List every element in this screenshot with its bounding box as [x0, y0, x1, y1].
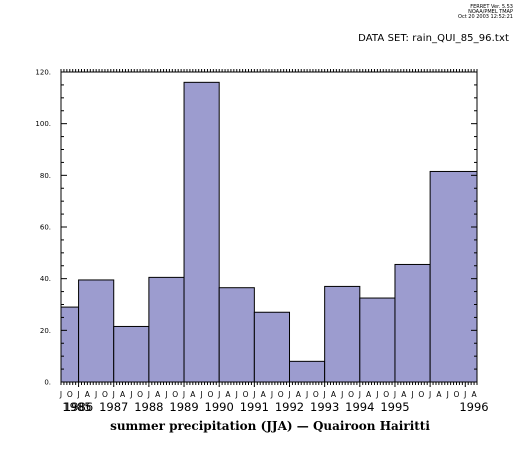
year-label: 1996 [459, 400, 488, 414]
labels-group: 0.20.40.60.80.100.120.J O J A J O J A J O J A J O J A J O… [35, 69, 488, 415]
month-label: J [446, 390, 449, 399]
year-label: 1993 [310, 400, 339, 414]
x-axis-label: summer precipitation (JJA) — Quairoon Ha… [110, 419, 430, 433]
bar-5 [218, 287, 255, 383]
month-label: J [287, 390, 290, 399]
month-label: J [252, 390, 255, 399]
month-label: O [207, 390, 213, 399]
month-label: A [155, 390, 161, 399]
year-label: 1987 [99, 400, 128, 414]
month-label: A [190, 390, 196, 399]
bar-11 [429, 170, 478, 383]
bar-6 [253, 311, 291, 383]
month-label: J [147, 390, 150, 399]
month-label: A [261, 390, 267, 399]
y-tick-label: 40. [40, 275, 51, 283]
y-tick-label: 20. [40, 327, 51, 335]
year-label: 1995 [380, 400, 409, 414]
month-label: J [305, 390, 308, 399]
year-label: 1988 [134, 400, 163, 414]
month-label: A [401, 390, 407, 399]
y-tick-label: 60. [40, 224, 51, 232]
month-label: A [225, 390, 231, 399]
year-label: 1986 [64, 400, 93, 414]
month-label: O [348, 390, 354, 399]
month-label: J [76, 390, 79, 399]
month-label: J [323, 390, 326, 399]
month-label: A [436, 390, 442, 399]
month-label: J [94, 390, 97, 399]
year-label: 1985 [62, 400, 91, 414]
y-tick-label: 100. [35, 120, 51, 128]
bar-4 [183, 81, 220, 383]
year-label: 1994 [345, 400, 374, 414]
y-tick-label: 120. [35, 69, 51, 77]
bar-8 [324, 285, 361, 383]
month-label: J [340, 390, 343, 399]
month-label: A [366, 390, 372, 399]
year-label: 1989 [169, 400, 198, 414]
year-label: 1990 [205, 400, 234, 414]
y-tick-label: 80. [40, 172, 51, 180]
month-label: O [137, 390, 143, 399]
month-label: A [331, 390, 337, 399]
y-tick-label: 0. [44, 379, 51, 387]
bar-3 [148, 276, 185, 383]
year-label: 1992 [275, 400, 304, 414]
month-label: O [418, 390, 424, 399]
month-label: J [358, 390, 361, 399]
bar-1 [78, 279, 115, 383]
month-label: J [59, 390, 62, 399]
month-label: J [112, 390, 115, 399]
ticks-group [60, 69, 478, 387]
bar-9 [359, 297, 396, 383]
month-label: J [182, 390, 185, 399]
month-label: J [375, 390, 378, 399]
ferret-org: NOAA/PMEL TMAP [468, 9, 513, 15]
bar-0 [60, 306, 80, 383]
month-label: J [217, 390, 220, 399]
month-label: O [243, 390, 249, 399]
month-label: A [472, 390, 478, 399]
month-label: J [200, 390, 203, 399]
month-label: A [120, 390, 126, 399]
year-label: 1991 [240, 400, 269, 414]
month-label: O [102, 390, 108, 399]
month-label: J [428, 390, 431, 399]
bar-7 [289, 360, 326, 383]
month-label: J [410, 390, 413, 399]
month-label: O [383, 390, 389, 399]
month-label: J [235, 390, 238, 399]
month-label: J [463, 390, 466, 399]
month-label: J [129, 390, 132, 399]
bars-group [60, 81, 478, 383]
month-label: O [172, 390, 178, 399]
month-label: J [164, 390, 167, 399]
dataset-label: DATA SET: rain_QUI_85_96.txt [358, 33, 509, 44]
month-label: O [313, 390, 319, 399]
ferret-version: FERRET Ver. 5.53 [470, 4, 513, 10]
month-label: O [454, 390, 460, 399]
month-label: O [67, 390, 73, 399]
plot-timestamp: Oct 20 2003 12:52:21 [458, 14, 513, 20]
bar-2 [113, 325, 150, 383]
month-label: A [85, 390, 91, 399]
month-label: J [393, 390, 396, 399]
month-label: O [278, 390, 284, 399]
month-label: A [296, 390, 302, 399]
month-label: J [270, 390, 273, 399]
bar-10 [394, 263, 431, 383]
